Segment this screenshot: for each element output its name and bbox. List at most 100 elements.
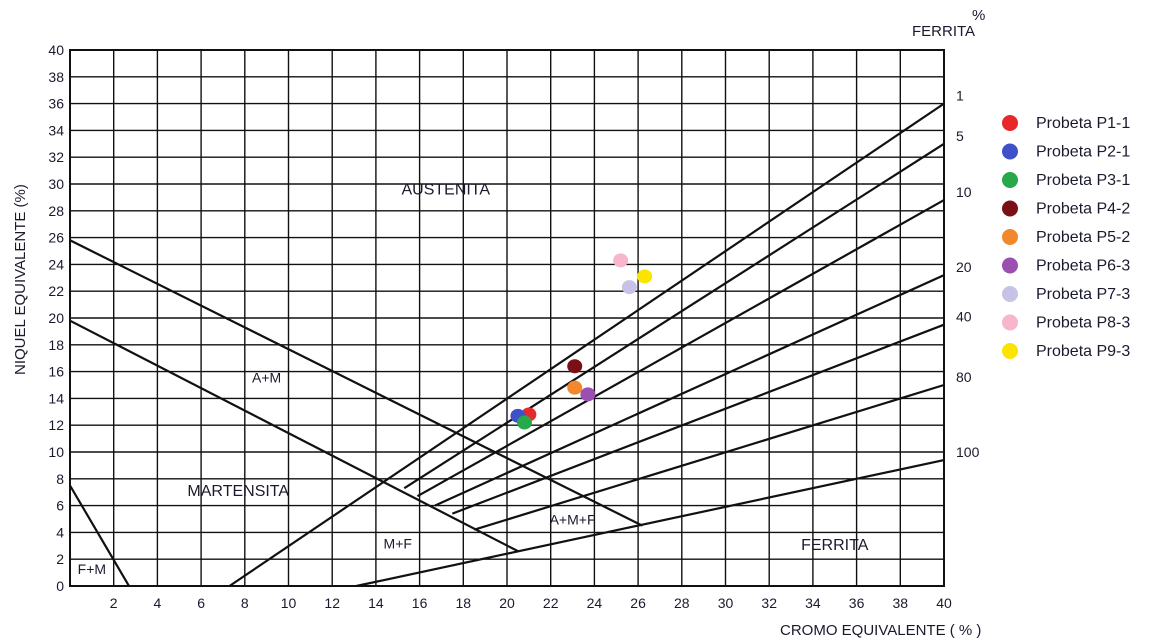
region-label: M+F xyxy=(384,535,412,551)
y-tick-label: 40 xyxy=(48,42,64,58)
data-point xyxy=(567,359,583,374)
legend-marker xyxy=(1002,115,1018,131)
data-point xyxy=(567,380,583,395)
x-tick-label: 10 xyxy=(281,595,297,611)
y-tick-label: 20 xyxy=(48,310,64,326)
ferrite-line xyxy=(416,199,945,498)
plot-frame xyxy=(69,49,945,587)
legend-label: Probeta P2-1 xyxy=(1036,144,1130,161)
y-tick-label: 22 xyxy=(48,283,64,299)
ferrite-line xyxy=(403,142,945,490)
ferrite-line-label: 10 xyxy=(956,184,972,200)
ferrite-line xyxy=(228,102,945,587)
legend-label: Probeta P3-1 xyxy=(1036,172,1130,189)
region-label: A+M+F xyxy=(550,511,596,527)
legend-marker xyxy=(1002,200,1018,217)
y-tick-label: 8 xyxy=(56,471,64,487)
phase-boundary-line xyxy=(69,239,643,527)
phase-boundary-line xyxy=(69,319,519,553)
ferrite-line-labels: 1 5 10 20 40 80 100 xyxy=(956,88,980,460)
y-tick-label: 26 xyxy=(48,230,64,246)
legend-label: Probeta P5-2 xyxy=(1036,229,1130,246)
phase-boundary-line xyxy=(69,484,130,587)
ferrite-line-label: 5 xyxy=(956,128,964,144)
legend-marker xyxy=(1002,314,1018,331)
y-tick-label: 0 xyxy=(56,578,64,594)
legend-label: Probeta P4-2 xyxy=(1036,201,1130,218)
data-point xyxy=(613,253,629,268)
data-point xyxy=(637,269,653,284)
legend-label: Probeta P1-1 xyxy=(1036,115,1130,132)
x-tick-label: 16 xyxy=(412,595,428,611)
ferrite-line-label: 20 xyxy=(956,259,972,275)
x-tick-label: 38 xyxy=(893,595,909,611)
diagram-lines xyxy=(69,102,945,588)
ferrite-axis-title: FERRITA xyxy=(912,23,975,40)
region-label: A+M xyxy=(252,369,281,385)
data-points xyxy=(510,253,653,430)
data-point xyxy=(580,387,596,402)
data-point xyxy=(516,415,532,430)
legend-label: Probeta P8-3 xyxy=(1036,315,1130,332)
y-tick-label: 2 xyxy=(56,551,64,567)
y-tick-label: 16 xyxy=(48,364,64,380)
x-tick-label: 28 xyxy=(674,595,690,611)
legend-marker xyxy=(1002,343,1018,359)
x-tick-label: 14 xyxy=(368,595,384,611)
y-tick-label: 38 xyxy=(48,69,64,85)
x-tick-label: 24 xyxy=(587,595,603,611)
legend-label: Probeta P9-3 xyxy=(1036,343,1130,360)
ferrite-line-label: 40 xyxy=(956,309,972,325)
y-tick-label: 12 xyxy=(48,417,64,433)
ferrite-line xyxy=(451,323,945,515)
x-tick-label: 22 xyxy=(543,595,559,611)
legend-label: Probeta P7-3 xyxy=(1036,286,1130,303)
ferrite-line xyxy=(356,458,945,588)
x-tick-label: 36 xyxy=(849,595,865,611)
region-label: FERRITA xyxy=(801,537,869,554)
legend: Probeta P1-1 Probeta P2-1 Probeta P3-1 Prob… xyxy=(1002,115,1130,360)
y-tick-label: 24 xyxy=(48,256,64,272)
x-tick-label: 2 xyxy=(110,595,118,611)
y-tick-label: 28 xyxy=(48,203,64,219)
ferrite-line-label: 100 xyxy=(956,444,980,460)
x-tick-label: 34 xyxy=(805,595,821,611)
x-tick-label: 40 xyxy=(936,595,952,611)
legend-label: Probeta P6-3 xyxy=(1036,258,1130,275)
legend-marker xyxy=(1002,229,1018,245)
grid xyxy=(70,50,944,586)
tick-labels: 2 4 6 8 10 12 14 16 18 20 22 24 26 28 30 32 34 36 38 400246… xyxy=(48,42,952,611)
y-tick-label: 30 xyxy=(48,176,64,192)
legend-marker xyxy=(1002,257,1018,274)
x-tick-label: 30 xyxy=(718,595,734,611)
legend-marker xyxy=(1002,286,1018,302)
y-tick-label: 36 xyxy=(48,96,64,112)
ferrite-line-label: 1 xyxy=(956,88,964,104)
y-tick-label: 34 xyxy=(48,122,64,138)
legend-marker xyxy=(1002,172,1018,188)
x-tick-label: 26 xyxy=(630,595,646,611)
region-label: AUSTENITA xyxy=(402,182,491,199)
x-axis-title: CROMO EQUIVALENTE ( % ) xyxy=(780,622,981,639)
ferrite-line xyxy=(434,274,945,507)
x-tick-label: 32 xyxy=(761,595,777,611)
y-tick-label: 32 xyxy=(48,149,64,165)
x-tick-label: 18 xyxy=(456,595,472,611)
y-tick-label: 10 xyxy=(48,444,64,460)
y-tick-label: 18 xyxy=(48,337,64,353)
x-tick-label: 20 xyxy=(499,595,515,611)
data-point xyxy=(621,280,637,295)
y-tick-label: 14 xyxy=(48,390,64,406)
region-label: F+M xyxy=(78,561,106,577)
region-labels: AUSTENITA MARTENSITA A+M M+F A+M+F FERRITA F+M xyxy=(78,182,869,577)
legend-marker xyxy=(1002,143,1018,160)
ferrite-axis-percent: % xyxy=(972,7,985,24)
y-tick-label: 6 xyxy=(56,498,64,514)
x-tick-label: 8 xyxy=(241,595,249,611)
region-label: MARTENSITA xyxy=(187,483,289,500)
ferrite-line-label: 80 xyxy=(956,369,972,385)
y-tick-label: 4 xyxy=(56,524,64,540)
x-tick-label: 4 xyxy=(154,595,162,611)
y-axis-title: NIQUEL EQUIVALENTE (%) xyxy=(12,184,29,375)
